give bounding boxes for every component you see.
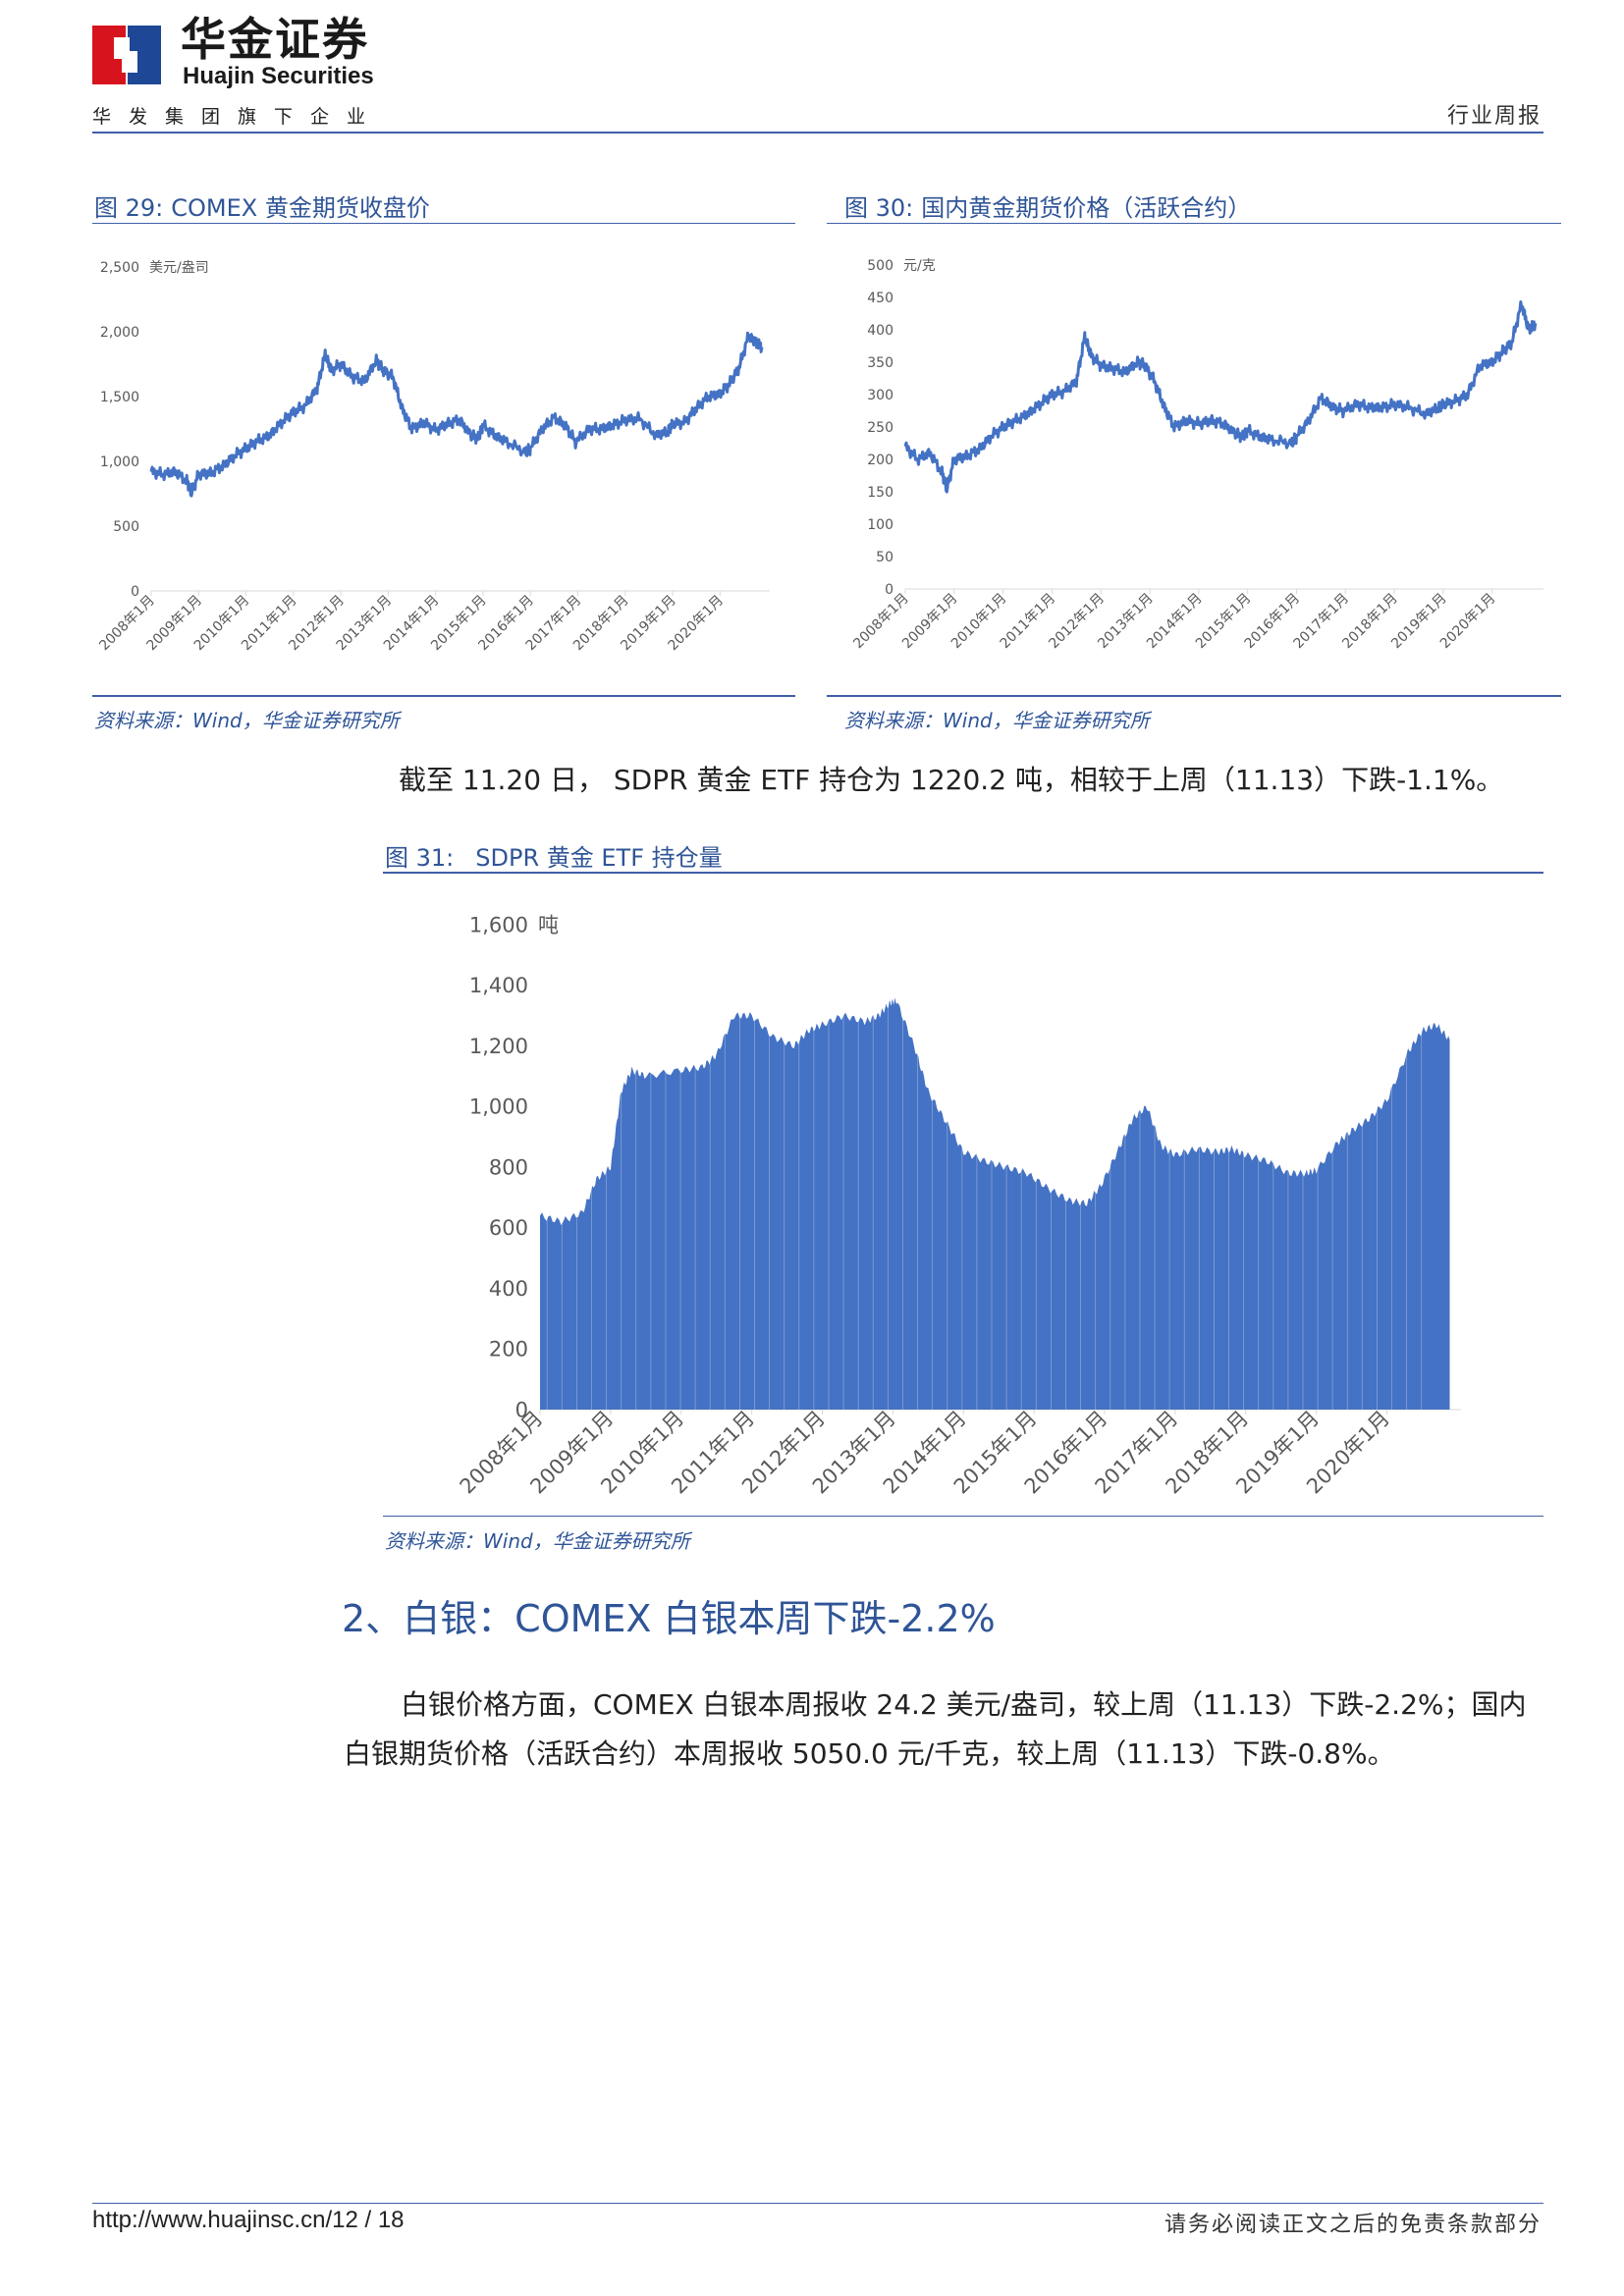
figure-31-title: SDPR 黄金 ETF 持仓量	[475, 844, 723, 872]
silver-paragraph-line-2: 白银期货价格（活跃合约）本周报收 5050.0 元/千克，较上周（11.13）下…	[344, 1737, 1395, 1770]
figure-31-caption: 图 31: SDPR 黄金 ETF 持仓量	[385, 838, 723, 873]
y-unit-label: 美元/盎司	[149, 260, 209, 276]
series-line	[149, 331, 764, 498]
figure-30-source: 资料来源：Wind，华金证券研究所	[844, 709, 1150, 732]
figure-29-caption: 图 29: COMEX 黄金期货收盘价	[94, 188, 430, 223]
figure-30-number: 图 30:	[844, 194, 914, 222]
footer-divider	[92, 2203, 1543, 2204]
figure-29-bottom-rule	[92, 695, 795, 697]
footer-url-page: http://www.huajinsc.cn/12 / 18	[92, 2207, 405, 2233]
y-tick-label: 300	[867, 388, 893, 403]
y-tick-label: 100	[867, 517, 893, 533]
y-tick-label: 250	[867, 420, 893, 436]
y-tick-label: 350	[867, 355, 893, 371]
figure-29-number: 图 29:	[94, 194, 164, 222]
logo-icon	[92, 26, 161, 84]
y-unit-label: 元/克	[903, 258, 936, 274]
etf-holding-sentence: 截至 11.20 日， SDPR 黄金 ETF 持仓为 1220.2 吨，相较于…	[399, 764, 1504, 796]
company-logo	[92, 22, 161, 88]
y-tick-label: 500	[113, 519, 139, 535]
y-tick-label: 0	[131, 584, 139, 600]
y-tick-label: 600	[489, 1216, 528, 1240]
footer-disclaimer: 请务必阅读正文之后的免责条款部分	[1164, 2213, 1542, 2237]
y-tick-label: 2,000	[100, 325, 139, 341]
y-tick-label: 0	[885, 582, 893, 598]
y-tick-label: 2,500	[100, 260, 139, 276]
y-tick-label: 1,400	[469, 974, 528, 997]
figure-30-title: 国内黄金期货价格（活跃合约）	[921, 194, 1252, 222]
figure-31-top-rule	[383, 872, 1543, 874]
brand-subtitle: 华发集团旗下企业	[92, 106, 384, 128]
y-tick-label: 1,000	[100, 454, 139, 470]
figure-29-source: 资料来源：Wind，华金证券研究所	[94, 709, 400, 732]
y-tick-label: 800	[489, 1155, 528, 1179]
figure-30-top-rule	[827, 223, 1561, 224]
y-unit-label: 吨	[538, 913, 559, 936]
figure-30-caption: 图 30: 国内黄金期货价格（活跃合约）	[844, 188, 1251, 223]
figure-29-top-rule	[92, 223, 795, 224]
y-tick-label: 1,200	[469, 1035, 528, 1058]
report-type: 行业周报	[1446, 104, 1542, 129]
series-area	[540, 997, 1450, 1410]
y-tick-label: 1,600	[469, 913, 528, 936]
figure-31-source: 资料来源：Wind，华金证券研究所	[385, 1529, 690, 1553]
y-tick-label: 0	[515, 1398, 528, 1421]
figure-29-title: COMEX 黄金期货收盘价	[171, 194, 430, 222]
y-tick-label: 500	[867, 258, 893, 274]
section-heading-silver: 2、白银：COMEX 白银本周下跌-2.2%	[342, 1597, 996, 1640]
silver-paragraph-line-1: 白银价格方面，COMEX 白银本周报收 24.2 美元/盎司，较上周（11.13…	[401, 1688, 1527, 1721]
y-tick-label: 1,000	[469, 1095, 528, 1119]
brand-name-cn: 华金证券	[181, 13, 369, 66]
y-tick-label: 50	[876, 550, 893, 565]
y-tick-label: 400	[489, 1277, 528, 1301]
y-tick-label: 400	[867, 323, 893, 339]
figure-31-number: 图 31:	[385, 844, 455, 872]
series-line	[903, 300, 1538, 494]
y-tick-label: 1,500	[100, 390, 139, 405]
figure-30-bottom-rule	[827, 695, 1561, 697]
y-tick-label: 150	[867, 485, 893, 501]
figure-31-bottom-rule	[383, 1516, 1543, 1517]
y-tick-label: 200	[489, 1338, 528, 1362]
header-divider	[92, 132, 1543, 133]
y-tick-label: 450	[867, 291, 893, 306]
brand-name-en: Huajin Securities	[183, 63, 374, 89]
y-tick-label: 200	[867, 453, 893, 468]
